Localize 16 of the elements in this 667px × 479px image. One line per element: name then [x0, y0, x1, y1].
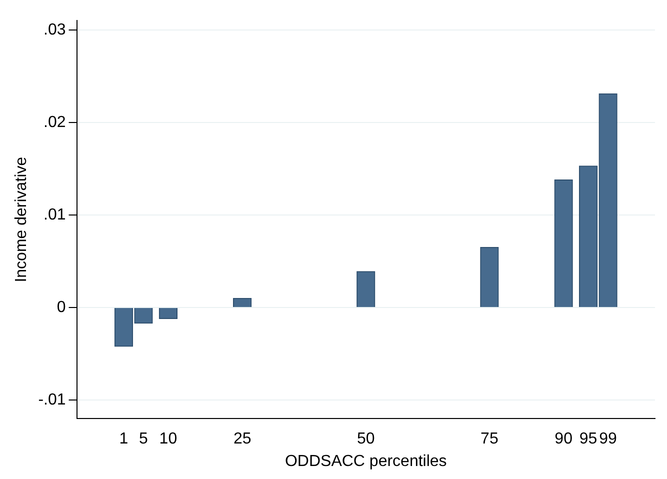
y-tick-label: .03 [44, 21, 66, 38]
x-tick-label: 75 [480, 430, 498, 448]
x-tick-label: 5 [139, 430, 148, 448]
x-tick-label: 90 [554, 430, 573, 448]
y-tick-label: .02 [44, 114, 66, 131]
x-axis-title: ODDSACC percentiles [284, 452, 447, 470]
y-tick-label: 0 [56, 298, 66, 316]
x-tick-label: 99 [599, 430, 618, 448]
y-tick-label: .01 [44, 206, 66, 224]
y-tick-label: -.01 [38, 391, 66, 408]
y-axis-title: Income derivative [13, 156, 30, 282]
x-tick-label: 1 [119, 430, 128, 448]
x-tick-label: 25 [233, 430, 252, 448]
x-tick-label: 95 [579, 430, 598, 448]
x-tick-label: 10 [159, 430, 178, 448]
x-tick-label: 50 [356, 430, 375, 448]
